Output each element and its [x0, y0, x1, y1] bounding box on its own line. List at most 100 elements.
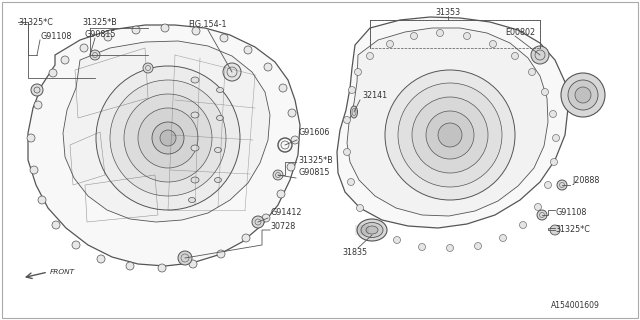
- Circle shape: [158, 264, 166, 272]
- Circle shape: [541, 89, 548, 95]
- Circle shape: [561, 73, 605, 117]
- Text: FIG.154-1: FIG.154-1: [188, 20, 227, 29]
- Ellipse shape: [216, 116, 223, 121]
- Ellipse shape: [214, 178, 221, 182]
- Circle shape: [110, 80, 226, 196]
- Circle shape: [264, 63, 272, 71]
- Circle shape: [426, 111, 474, 159]
- Ellipse shape: [189, 197, 195, 203]
- Circle shape: [348, 179, 355, 186]
- Circle shape: [534, 204, 541, 211]
- Circle shape: [387, 41, 394, 47]
- Circle shape: [398, 83, 502, 187]
- Circle shape: [499, 235, 506, 242]
- Circle shape: [349, 86, 355, 93]
- Text: FRONT: FRONT: [50, 269, 75, 275]
- Circle shape: [372, 225, 380, 231]
- Text: G91108: G91108: [40, 32, 72, 41]
- Circle shape: [287, 163, 295, 171]
- Circle shape: [38, 196, 46, 204]
- Ellipse shape: [214, 148, 221, 153]
- Text: 32141: 32141: [362, 91, 387, 100]
- Circle shape: [242, 234, 250, 242]
- Text: G90815: G90815: [84, 30, 116, 39]
- Text: 30728: 30728: [270, 221, 295, 230]
- Circle shape: [575, 87, 591, 103]
- Circle shape: [277, 190, 285, 198]
- Ellipse shape: [191, 77, 199, 83]
- Circle shape: [550, 225, 560, 235]
- Circle shape: [279, 84, 287, 92]
- Text: 31353: 31353: [435, 8, 461, 17]
- Circle shape: [356, 204, 364, 212]
- Circle shape: [447, 244, 454, 252]
- Text: 31325*B: 31325*B: [298, 156, 333, 164]
- Circle shape: [288, 109, 296, 117]
- Circle shape: [438, 123, 462, 147]
- Circle shape: [537, 210, 547, 220]
- Circle shape: [80, 44, 88, 52]
- Circle shape: [262, 214, 270, 222]
- Circle shape: [178, 251, 192, 265]
- Circle shape: [291, 136, 299, 144]
- Circle shape: [511, 52, 518, 60]
- Circle shape: [419, 244, 426, 251]
- Polygon shape: [347, 28, 548, 216]
- Ellipse shape: [361, 222, 383, 237]
- Circle shape: [520, 221, 527, 228]
- Ellipse shape: [191, 112, 199, 118]
- Circle shape: [244, 46, 252, 54]
- Circle shape: [31, 84, 43, 96]
- Circle shape: [124, 94, 212, 182]
- Circle shape: [344, 148, 351, 156]
- Circle shape: [367, 52, 374, 60]
- Circle shape: [531, 46, 549, 64]
- Text: 31325*B: 31325*B: [83, 18, 117, 27]
- Circle shape: [552, 134, 559, 141]
- Circle shape: [474, 243, 481, 250]
- Ellipse shape: [357, 219, 387, 241]
- Polygon shape: [337, 17, 568, 228]
- Circle shape: [90, 50, 100, 60]
- Text: G90815: G90815: [298, 167, 330, 177]
- Circle shape: [52, 221, 60, 229]
- Circle shape: [138, 108, 198, 168]
- Circle shape: [550, 110, 557, 117]
- Ellipse shape: [216, 87, 223, 92]
- Circle shape: [252, 216, 264, 228]
- Circle shape: [412, 97, 488, 173]
- Circle shape: [72, 241, 80, 249]
- Text: G91108: G91108: [555, 208, 586, 217]
- Circle shape: [550, 158, 557, 165]
- Circle shape: [545, 181, 552, 188]
- Circle shape: [568, 80, 598, 110]
- Circle shape: [394, 236, 401, 244]
- Circle shape: [344, 116, 351, 124]
- Circle shape: [223, 63, 241, 81]
- Circle shape: [557, 180, 567, 190]
- Circle shape: [30, 166, 38, 174]
- Polygon shape: [63, 41, 270, 222]
- Circle shape: [189, 260, 197, 268]
- Ellipse shape: [191, 145, 199, 151]
- Ellipse shape: [191, 177, 199, 183]
- Circle shape: [27, 134, 35, 142]
- Circle shape: [220, 34, 228, 42]
- Circle shape: [490, 41, 497, 47]
- Circle shape: [192, 27, 200, 35]
- Text: 31835: 31835: [342, 248, 367, 257]
- Circle shape: [61, 56, 69, 64]
- Circle shape: [355, 68, 362, 76]
- Text: G91412: G91412: [270, 207, 301, 217]
- Circle shape: [161, 24, 169, 32]
- Circle shape: [96, 66, 240, 210]
- Ellipse shape: [351, 106, 358, 118]
- Circle shape: [152, 122, 184, 154]
- Circle shape: [97, 255, 105, 263]
- Text: J20888: J20888: [572, 175, 600, 185]
- Circle shape: [410, 33, 417, 39]
- Text: A154001609: A154001609: [551, 301, 600, 310]
- Text: 31325*C: 31325*C: [18, 18, 53, 27]
- Polygon shape: [28, 25, 300, 266]
- Circle shape: [217, 250, 225, 258]
